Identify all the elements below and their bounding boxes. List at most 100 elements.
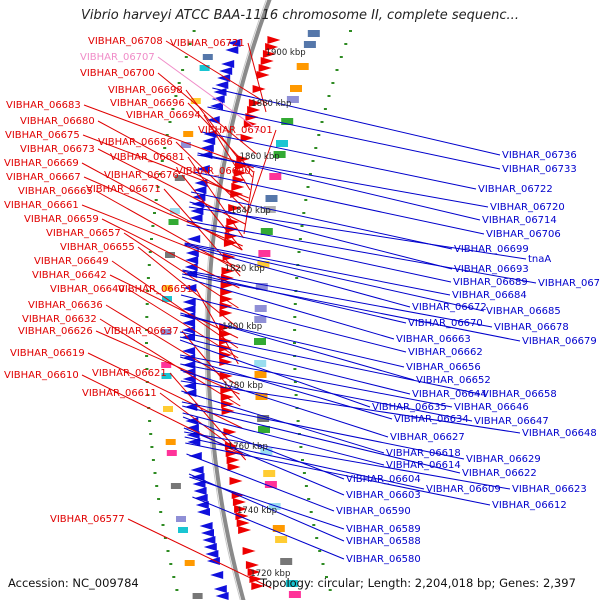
forward-gene-arrow xyxy=(232,176,246,184)
feature-block xyxy=(264,481,277,488)
left-leader-line xyxy=(95,330,240,395)
forward-gene-arrow xyxy=(232,498,246,506)
left-gene-label: VIBHAR_06680 xyxy=(20,116,95,127)
left-leader-line xyxy=(81,162,243,251)
reverse-gene-arrow xyxy=(215,81,229,89)
scale-label: 1900 kbp xyxy=(266,48,306,58)
outer-tick-dot xyxy=(309,511,313,513)
feature-block xyxy=(268,503,281,510)
reverse-gene-arrow xyxy=(182,347,196,355)
forward-gene-arrow xyxy=(228,204,242,212)
outer-tick-dot xyxy=(301,459,304,461)
left-gene-label: VIBHAR_06632 xyxy=(22,314,97,325)
right-leader-line xyxy=(182,269,493,328)
forward-gene-arrow xyxy=(220,393,234,401)
forward-gene-arrow xyxy=(260,57,274,65)
left-leader-line xyxy=(82,134,249,199)
forward-gene-arrow xyxy=(240,134,254,142)
inner-tick-dot xyxy=(155,485,159,487)
left-gene-label: VIBHAR_06655 xyxy=(60,242,135,253)
reverse-gene-arrow xyxy=(188,452,202,460)
outer-tick-dot xyxy=(293,381,297,383)
reverse-gene-arrow xyxy=(193,186,207,194)
outer-tick-dot xyxy=(294,394,298,396)
inner-tick-dot xyxy=(150,446,154,448)
right-leader-line xyxy=(181,276,395,340)
forward-gene-arrow xyxy=(238,526,252,534)
right-gene-label: VIBHAR_06689 xyxy=(453,277,528,288)
left-leader-line xyxy=(247,42,267,113)
feature-block xyxy=(174,175,185,181)
right-leader-line xyxy=(207,106,501,170)
left-leader-line xyxy=(157,56,262,133)
inner-tick-dot xyxy=(163,537,167,539)
inner-tick-dot xyxy=(146,290,150,292)
feature-block xyxy=(260,228,273,235)
reverse-gene-arrow xyxy=(185,249,199,257)
feature-block xyxy=(161,329,172,335)
outer-tick-dot xyxy=(311,160,315,162)
right-gene-label: VIBHAR_06644 xyxy=(412,389,487,400)
feature-block xyxy=(190,98,201,104)
left-gene-label: VIBHAR_06665 xyxy=(18,186,93,197)
feature-block xyxy=(303,41,316,48)
left-gene-label: VIBHAR_06673 xyxy=(20,144,95,155)
feature-block xyxy=(165,439,176,445)
left-gene-label: VIBHAR_06708 xyxy=(88,36,163,47)
outer-tick-dot xyxy=(327,95,331,97)
right-leader-line xyxy=(182,273,521,342)
right-leader-line xyxy=(180,294,407,353)
right-leader-line xyxy=(182,405,461,474)
reverse-gene-arrow xyxy=(182,333,195,341)
reverse-gene-arrow xyxy=(192,480,206,488)
left-gene-label: VIBHAR_06696 xyxy=(110,98,185,109)
right-gene-label: VIBHAR_06623 xyxy=(512,484,587,495)
right-leader-line xyxy=(192,496,345,560)
feature-block xyxy=(254,316,267,323)
leader-layer xyxy=(81,40,537,589)
feature-block xyxy=(258,250,271,257)
inner-tick-dot xyxy=(149,433,153,435)
scale-label: 1880 kbp xyxy=(251,99,291,109)
right-leader-line xyxy=(179,339,371,408)
feature-block xyxy=(170,483,181,489)
right-leader-line xyxy=(189,201,453,270)
right-gene-label: VIBHAR_06603 xyxy=(346,490,421,501)
inner-tick-dot xyxy=(148,251,152,253)
forward-gene-arrow xyxy=(267,36,281,44)
right-gene-label: VIBHAR_06634 xyxy=(394,414,469,425)
outer-tick-dot xyxy=(293,368,297,370)
outer-tick-dot xyxy=(308,173,312,175)
left-leader-line xyxy=(99,318,241,407)
right-leader-line xyxy=(183,427,345,496)
right-gene-label: VIBHAR_06679 xyxy=(522,336,597,347)
right-gene-label: VIBHAR_06652 xyxy=(416,375,491,386)
right-leader-line xyxy=(180,369,389,438)
outer-tick-dot xyxy=(321,563,325,565)
feature-block xyxy=(162,285,173,291)
scale-label: 1720 kbp xyxy=(250,569,290,579)
left-gene-label: VIBHAR_06686 xyxy=(98,137,173,148)
forward-gene-arrow xyxy=(219,372,233,380)
left-gene-label: VIBHAR_06640 xyxy=(50,284,125,295)
scale-label: 1780 kbp xyxy=(223,381,263,391)
feature-block xyxy=(273,151,286,158)
right-leader-line xyxy=(180,363,473,422)
right-gene-label: VIBHAR_06618 xyxy=(386,448,461,459)
outer-tick-dot xyxy=(302,212,306,214)
scale-label: 1840 kbp xyxy=(231,206,271,216)
outer-tick-dot xyxy=(293,303,297,305)
left-gene-label: VIBHAR_06698 xyxy=(108,85,183,96)
right-leader-line xyxy=(186,224,452,283)
outer-tick-dot xyxy=(302,472,306,474)
reverse-gene-arrow xyxy=(202,137,216,145)
feature-block xyxy=(180,142,191,148)
reverse-gene-arrow xyxy=(221,60,235,68)
outer-tick-dot xyxy=(325,576,328,578)
right-leader-line xyxy=(201,131,477,190)
left-leader-line xyxy=(203,114,251,191)
forward-gene-arrow xyxy=(249,575,263,583)
feature-block xyxy=(161,362,172,368)
left-gene-label: VIBHAR_06610 xyxy=(4,370,79,381)
